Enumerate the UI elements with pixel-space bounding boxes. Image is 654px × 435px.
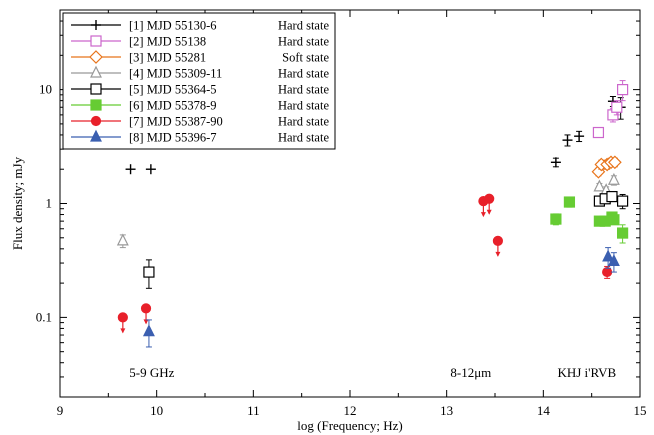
band-annotation: 5-9 GHz	[129, 365, 174, 380]
series-8-points	[142, 247, 620, 348]
series-3-points	[591, 155, 622, 179]
data-point	[143, 266, 155, 278]
y-axis-title: Flux density; mJy	[10, 156, 25, 250]
y-tick-label: 0.1	[36, 309, 52, 324]
data-point	[117, 312, 128, 323]
data-point	[484, 193, 495, 204]
data-point	[616, 227, 629, 239]
series-2-points	[592, 80, 629, 139]
legend-marker	[90, 83, 102, 95]
data-point	[142, 324, 155, 337]
data-point	[611, 101, 623, 113]
x-tick-label: 15	[634, 403, 647, 418]
legend-marker	[89, 50, 103, 64]
data-point	[116, 233, 129, 246]
series-7-points	[117, 193, 613, 334]
y-tick-label: 10	[39, 82, 52, 97]
data-point	[593, 179, 606, 192]
legend-label: [6] MJD 55378-9	[129, 99, 217, 113]
legend-marker	[90, 115, 102, 127]
upper-limit-arrowhead	[486, 209, 492, 215]
x-axis-title: log (Frequency; Hz)	[297, 418, 402, 433]
legend-entry: [1] MJD 55130-6 Hard state	[71, 19, 329, 33]
legend-marker	[90, 35, 102, 47]
series-4-points	[116, 172, 620, 249]
series-5-points	[143, 190, 629, 289]
upper-limit-arrowhead	[120, 328, 126, 334]
x-tick-label: 9	[57, 403, 64, 418]
legend-label: [8] MJD 55396-7	[129, 131, 217, 145]
legend-entry: [4] MJD 55309-11 Hard state	[71, 65, 329, 81]
legend-label: [2] MJD 55138	[129, 35, 206, 49]
legend-label: [3] MJD 55281	[129, 51, 206, 65]
legend-entry: [3] MJD 55281 Soft state	[71, 50, 329, 65]
legend-entry: [7] MJD 55387-90 Hard state	[71, 115, 329, 129]
legend-state: Hard state	[278, 35, 329, 49]
data-point	[140, 303, 152, 314]
data-point	[607, 254, 620, 267]
data-point	[602, 249, 615, 262]
upper-limit-arrowhead	[143, 319, 149, 325]
legend-label: [4] MJD 55309-11	[129, 67, 222, 81]
x-tick-label: 14	[537, 403, 551, 418]
legend-state: Hard state	[278, 19, 329, 33]
data-point	[563, 196, 576, 208]
legend-marker	[90, 129, 102, 142]
band-annotation: 8-12μm	[450, 365, 491, 380]
legend-entry: [2] MJD 55138 Hard state	[71, 35, 329, 49]
legend-label: [5] MJD 55364-5	[129, 83, 217, 97]
legend-entry: [5] MJD 55364-5 Hard state	[71, 83, 329, 97]
legend-state: Hard state	[278, 131, 329, 145]
legend-box	[62, 12, 336, 150]
data-point	[616, 84, 629, 96]
data-point	[608, 155, 622, 170]
data-point	[607, 172, 620, 185]
legend-label: [7] MJD 55387-90	[129, 115, 223, 129]
upper-limit-arrowhead	[495, 251, 501, 257]
data-point	[602, 266, 613, 278]
y-tick-label: 1	[46, 196, 53, 211]
data-point	[550, 213, 562, 225]
series-1-points	[125, 95, 626, 175]
data-point	[592, 126, 605, 139]
legend-state: Hard state	[278, 115, 329, 129]
x-tick-label: 10	[150, 403, 163, 418]
x-tick-label: 13	[440, 403, 453, 418]
series-6-points	[550, 196, 629, 244]
legend-entry: [6] MJD 55378-9 Hard state	[71, 99, 329, 113]
x-tick-label: 11	[247, 403, 260, 418]
legend-state: Soft state	[282, 51, 329, 65]
x-tick-label: 12	[344, 403, 357, 418]
legend-state: Hard state	[278, 67, 329, 81]
legend-marker	[90, 65, 102, 78]
data-point	[616, 195, 629, 207]
legend-state: Hard state	[278, 99, 329, 113]
legend: [1] MJD 55130-6 Hard state [2] MJD 55138 Ha…	[62, 12, 336, 150]
legend-entry: [8] MJD 55396-7 Hard state	[71, 129, 329, 145]
upper-limit-arrowhead	[480, 212, 486, 218]
data-point	[492, 235, 503, 246]
legend-state: Hard state	[278, 83, 329, 97]
band-annotation: KHJ i'RVB	[557, 365, 616, 380]
legend-marker	[90, 99, 102, 111]
data-point	[608, 214, 620, 226]
data-point	[606, 190, 618, 203]
legend-label: [1] MJD 55130-6	[129, 19, 217, 33]
